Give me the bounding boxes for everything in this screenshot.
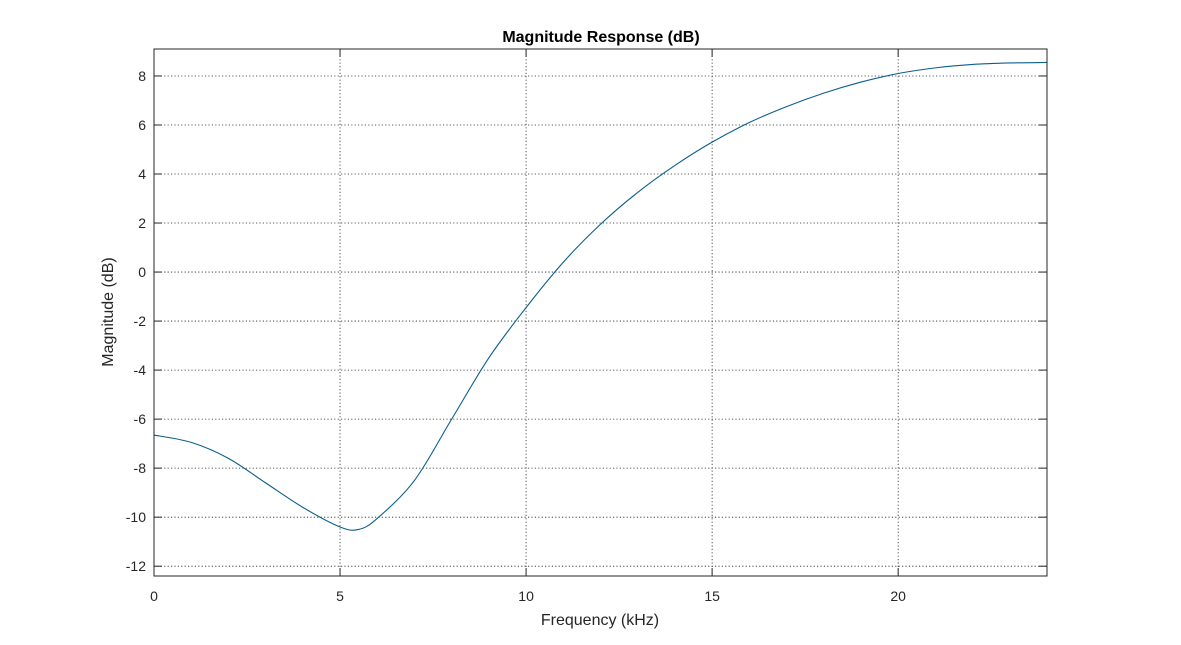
y-tick-label: -2 (134, 313, 147, 329)
x-tick-label: 10 (518, 588, 534, 604)
x-tick-label: 5 (336, 588, 344, 604)
y-tick-label: 0 (138, 264, 146, 280)
chart-title: Magnitude Response (dB) (502, 29, 699, 46)
y-tick-label: -12 (126, 558, 146, 574)
magnitude-response-line (153, 61, 1048, 531)
x-tick-label: 0 (150, 588, 158, 604)
grid-lines (154, 49, 1047, 576)
x-tick-label: 20 (890, 588, 906, 604)
y-tick-label: 2 (138, 215, 146, 231)
y-tick-label: -4 (134, 362, 147, 378)
y-tick-label: 8 (138, 68, 146, 84)
y-tick-label: -6 (134, 411, 147, 427)
y-axis-label: Magnitude (dB) (100, 257, 117, 366)
x-axis-label: Frequency (kHz) (541, 612, 659, 629)
axis-ticks (153, 49, 1047, 576)
y-tick-label: -8 (134, 460, 147, 476)
plot-frame (153, 48, 1048, 577)
tick-labels: 0 5 10 15 20 -12 -10 -8 -6 -4 -2 0 2 4 6 8 (126, 68, 906, 604)
y-tick-label: 4 (138, 166, 146, 182)
series-layer (153, 61, 1048, 531)
x-tick-label: 15 (704, 588, 720, 604)
y-tick-label: 6 (138, 117, 146, 133)
y-tick-label: -10 (126, 509, 146, 525)
